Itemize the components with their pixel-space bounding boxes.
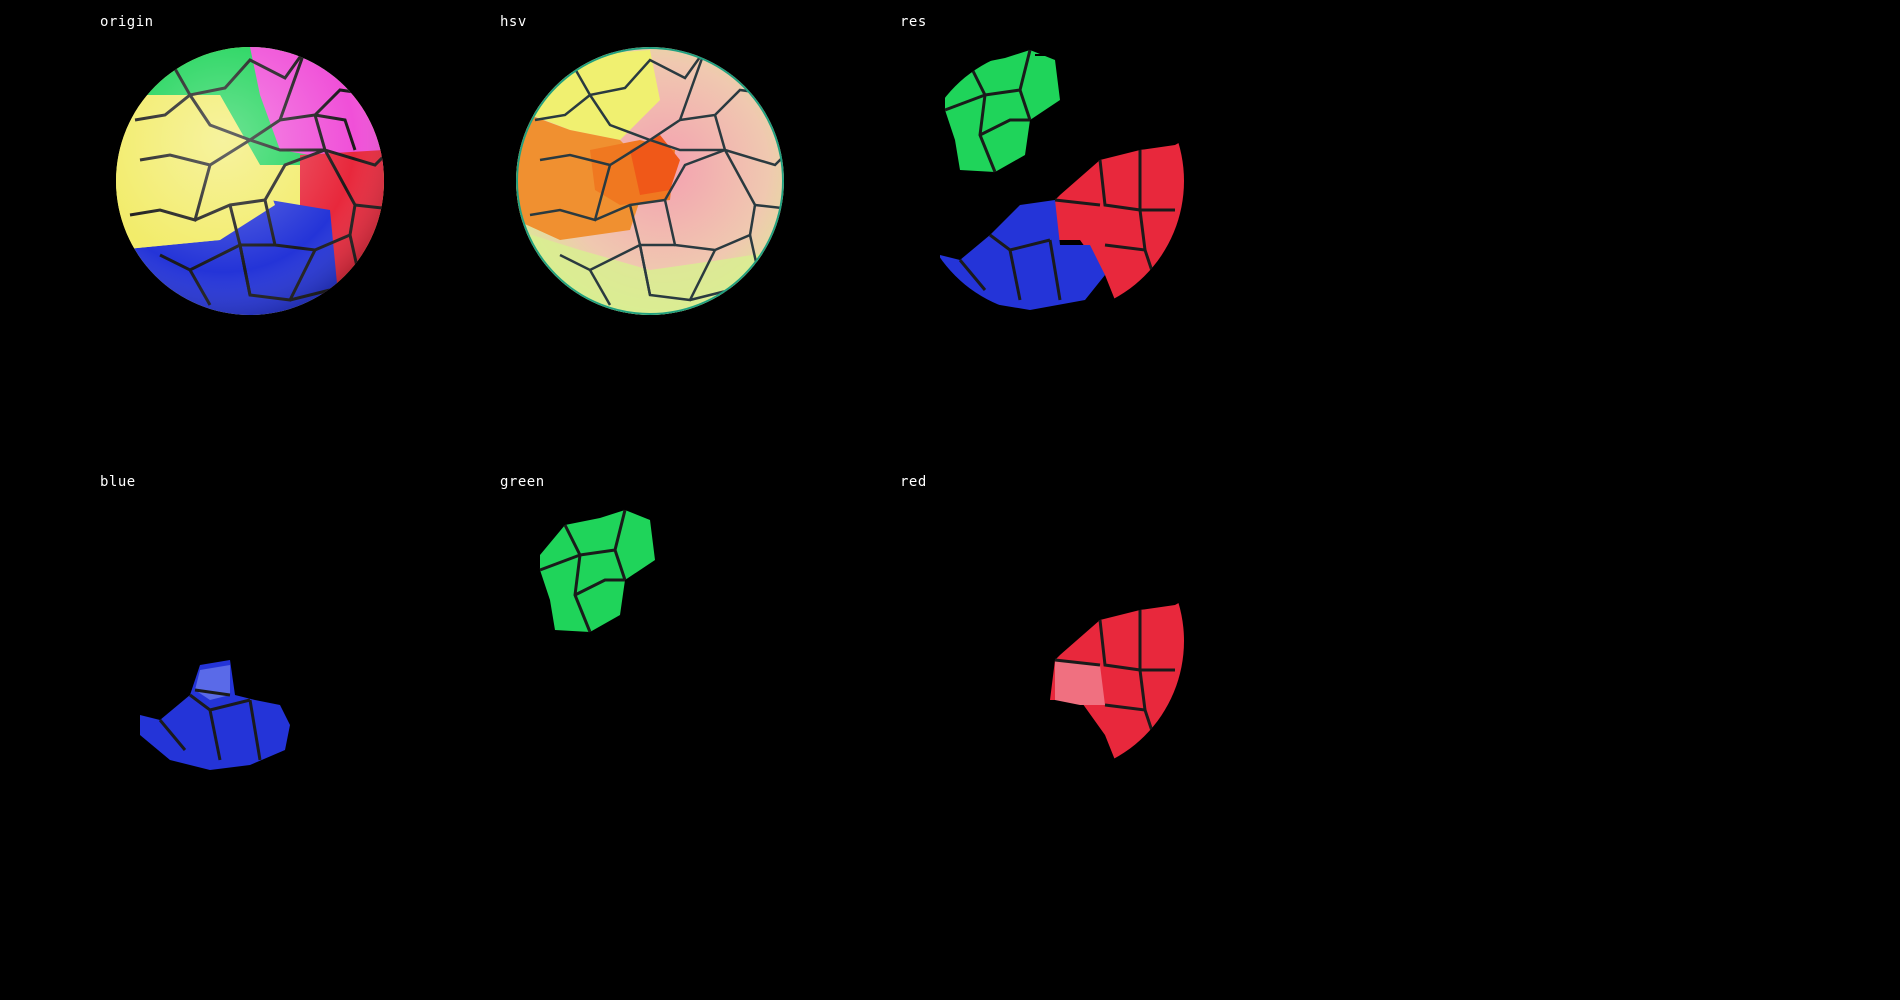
green-mask-image — [539, 509, 655, 633]
panel-title-hsv: hsv — [500, 14, 527, 30]
panel-title-red: red — [900, 474, 927, 490]
panel-res: res — [900, 0, 1300, 460]
red-mask-image — [1050, 600, 1184, 760]
panel-origin: origin — [100, 0, 500, 460]
panel-green: green — [500, 460, 900, 920]
panel-hsv: hsv — [500, 0, 900, 460]
panel-red: red — [900, 460, 1300, 920]
panel-blue: blue — [100, 460, 500, 920]
origin-image — [116, 47, 384, 315]
hsv-image — [516, 47, 784, 315]
panel-title-res: res — [900, 14, 927, 30]
panel-title-origin: origin — [100, 14, 154, 30]
blue-mask-image — [140, 660, 290, 770]
panel-title-green: green — [500, 474, 545, 490]
panel-title-blue: blue — [100, 474, 136, 490]
res-image — [940, 49, 1184, 310]
